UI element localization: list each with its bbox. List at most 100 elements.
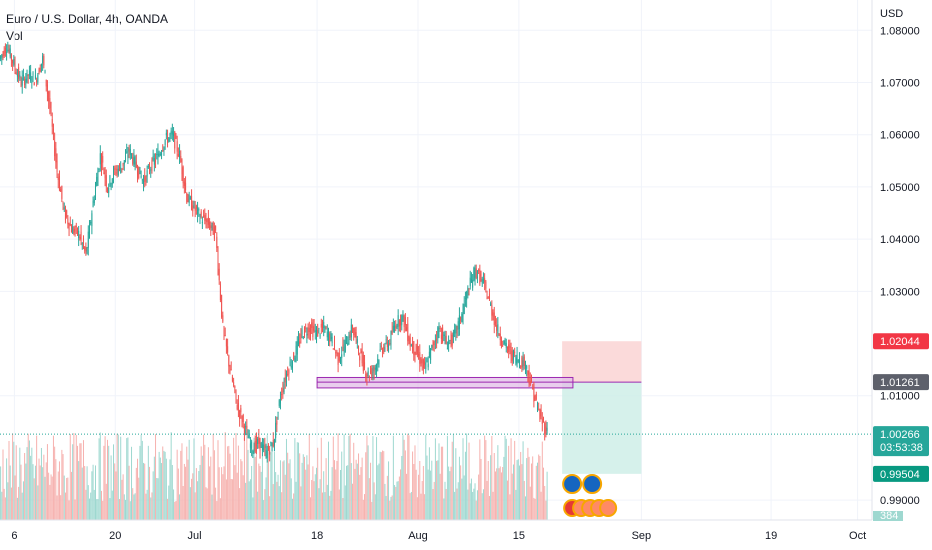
candle-body <box>108 187 110 193</box>
candle-body <box>269 450 271 455</box>
volume-bar <box>46 444 48 520</box>
volume-bar <box>476 490 478 520</box>
candle-body <box>180 155 182 163</box>
volume-bar <box>307 464 309 520</box>
volume-bar <box>167 498 169 520</box>
drawings[interactable] <box>316 341 642 474</box>
volume-bar <box>201 455 203 520</box>
candle-body <box>236 405 238 410</box>
candle-body <box>167 137 169 143</box>
candle-body <box>403 315 405 328</box>
volume-bar <box>308 433 310 520</box>
us-event-icon[interactable] <box>599 499 618 517</box>
candle-body <box>448 341 450 345</box>
volume-bar <box>134 493 136 520</box>
candle-body <box>137 170 139 176</box>
candle-body <box>521 357 523 367</box>
volume-bar <box>85 489 87 520</box>
volume-bar <box>156 478 158 520</box>
volume-bar <box>159 457 161 520</box>
volume-bar <box>419 460 421 520</box>
volume-bar <box>288 463 290 520</box>
volume-bar <box>140 434 142 520</box>
volume-bar <box>466 433 468 520</box>
volume-bar <box>203 434 205 520</box>
candle-body <box>46 84 48 94</box>
candle-body <box>147 165 149 168</box>
candle-body <box>72 226 74 234</box>
volume-bar <box>324 492 326 520</box>
volume-bar <box>362 499 364 520</box>
volume-bar <box>392 435 394 520</box>
candle-body <box>355 332 357 339</box>
volume-bar <box>16 497 18 520</box>
volume-bar <box>61 449 63 520</box>
candle-body <box>289 361 291 366</box>
volume-bar <box>422 465 424 520</box>
candle-body <box>414 352 416 356</box>
volume-bar <box>398 476 400 520</box>
eu-event-icon[interactable] <box>562 474 583 494</box>
volume-bar <box>347 465 349 520</box>
volume-bar <box>173 489 175 520</box>
volume-bar <box>503 456 505 520</box>
economic-events[interactable] <box>562 474 618 517</box>
volume-bar <box>76 445 78 520</box>
candle-body <box>499 333 501 341</box>
candle-body <box>159 153 161 155</box>
candle-body <box>92 201 94 208</box>
candle-body <box>179 150 181 158</box>
candle-body <box>317 329 319 337</box>
volume-bar <box>57 471 59 520</box>
volume-bar <box>394 485 396 520</box>
volume-bar <box>33 478 35 520</box>
y-tick-label: 1.03000 <box>880 286 920 298</box>
volume-bar <box>0 466 2 520</box>
volume-bar <box>225 479 227 520</box>
volume-bar <box>500 472 502 520</box>
candle-body <box>48 91 50 102</box>
candle-body <box>382 349 384 353</box>
price-axis[interactable]: 1.08000 1.07000 1.06000 1.05000 1.04000 1.030… <box>880 25 920 507</box>
volume-bar <box>31 447 33 520</box>
candles <box>0 41 548 463</box>
candle-body <box>116 168 118 171</box>
candle-body <box>49 98 51 109</box>
volume-bar <box>155 434 157 520</box>
volume-bar <box>179 494 181 520</box>
candle-body <box>230 369 232 371</box>
candle-body <box>113 169 115 180</box>
volume-bar <box>291 498 293 520</box>
candle-body <box>342 344 344 346</box>
volume-bar <box>509 494 511 520</box>
candle-body <box>321 327 323 329</box>
candle-body <box>356 339 358 343</box>
time-axis[interactable]: 6 20 Jul 18 Aug 15 Sep 19 Oct <box>11 530 866 542</box>
candle-body <box>505 342 507 348</box>
candle-body <box>522 360 524 369</box>
candle-body <box>545 426 547 435</box>
candle-body <box>243 425 245 434</box>
candle-body <box>247 437 249 439</box>
candle-body <box>55 148 57 163</box>
volume-bar <box>75 434 77 520</box>
eu-event-icon[interactable] <box>582 474 603 494</box>
y-tick-label: 0.99000 <box>880 495 920 507</box>
candle-body <box>120 167 122 174</box>
volume-bar <box>433 481 435 520</box>
candle-body <box>31 81 33 83</box>
candle-body <box>468 293 470 295</box>
candle-body <box>397 315 399 327</box>
volume-bar <box>282 461 284 520</box>
candle-body <box>13 59 15 65</box>
candle-body <box>470 279 472 283</box>
candle-body <box>493 312 495 325</box>
x-tick-label: Sep <box>632 530 652 542</box>
volume-bar <box>90 492 92 520</box>
volume-bar <box>252 497 254 520</box>
candle-body <box>308 327 310 333</box>
candle-body <box>119 164 121 166</box>
volume-bar <box>412 451 414 520</box>
